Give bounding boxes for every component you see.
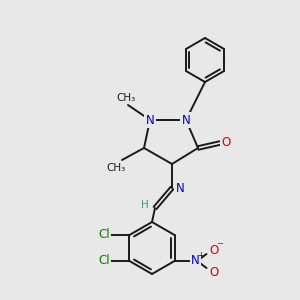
Text: O: O [221,136,231,149]
Text: N: N [182,113,190,127]
Text: +: + [197,251,204,260]
Text: −: − [216,239,223,248]
Text: O: O [209,266,218,278]
Text: H: H [141,200,149,210]
Text: Cl: Cl [99,229,110,242]
Text: N: N [176,182,184,194]
Text: O: O [209,244,218,256]
Text: N: N [191,254,200,268]
Text: CH₃: CH₃ [106,163,126,173]
Text: N: N [146,113,154,127]
Text: CH₃: CH₃ [116,93,136,103]
Text: Cl: Cl [99,254,110,268]
